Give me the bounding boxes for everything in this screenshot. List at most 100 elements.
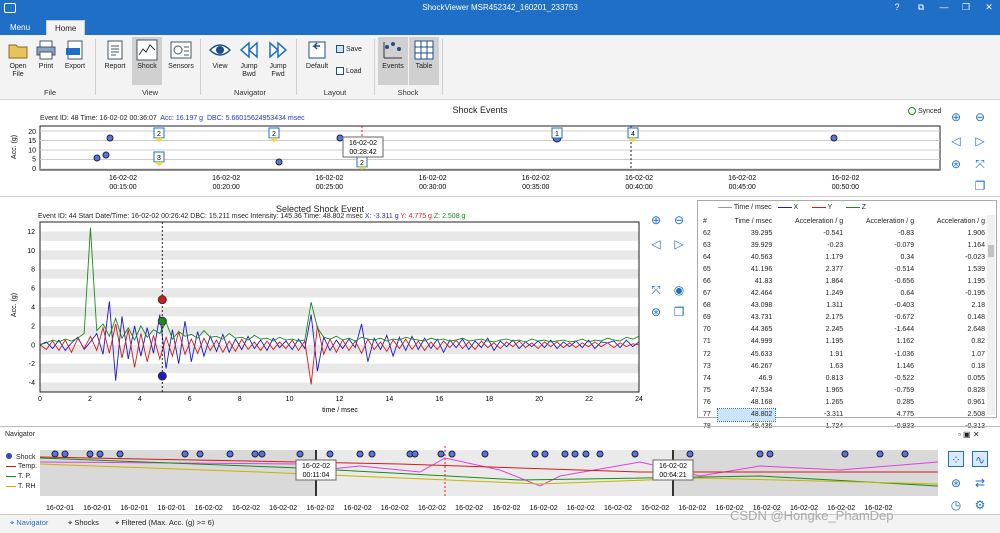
navigator-shock-point[interactable]	[196, 450, 204, 458]
cell-acc-y[interactable]: 0.34	[900, 253, 915, 261]
cell-acc-z[interactable]: 0.18	[971, 362, 985, 370]
cell-time[interactable]: 47.534	[750, 386, 773, 394]
cell-time[interactable]: 48.802	[716, 407, 777, 422]
navigator-shock-point[interactable]	[841, 450, 849, 458]
navigator-shock-point[interactable]	[368, 450, 376, 458]
tab-home[interactable]: Home	[46, 20, 86, 35]
zoom-in-icon[interactable]: ⊕	[950, 110, 962, 124]
cell-acc-y[interactable]: -0.656	[894, 278, 915, 286]
close-button[interactable]: ✕	[985, 2, 993, 12]
cell-acc-z[interactable]: 0.055	[967, 374, 985, 382]
table-row[interactable]: 62 39.295 -0.541 -0.83 1.906	[700, 227, 988, 239]
reset-view-icon[interactable]: ⊛	[950, 476, 962, 490]
cell-acc-y[interactable]: -0.759	[894, 386, 915, 394]
cell-acc-x[interactable]: -0.541	[823, 229, 844, 237]
navigator-shock-point[interactable]	[86, 450, 94, 458]
clock-icon[interactable]: ◷	[950, 498, 962, 512]
col-acc-z-header[interactable]: Acceleration / g	[936, 217, 985, 225]
navigator-shock-point[interactable]	[876, 450, 884, 458]
cell-acc-y[interactable]: -1.644	[894, 326, 915, 334]
jump-backward-button[interactable]: Jump Bwd	[234, 37, 264, 85]
navigator-shock-point[interactable]	[326, 450, 334, 458]
col-time-header[interactable]: Time / msec	[734, 217, 773, 225]
navigator-shock-point[interactable]	[631, 450, 639, 458]
cell-acc-z[interactable]: 1.164	[967, 241, 985, 249]
navigator-shock-point[interactable]	[531, 450, 539, 458]
reset-view-icon[interactable]: ⊛	[950, 157, 962, 171]
sync-view-icon[interactable]: ⇄	[974, 476, 986, 490]
event-marker[interactable]: 1	[551, 127, 563, 139]
cell-acc-y[interactable]: -1.036	[894, 350, 915, 358]
export-button[interactable]: Export	[60, 37, 90, 85]
navigator-shock-point[interactable]	[481, 450, 489, 458]
help-button[interactable]: ?	[894, 2, 900, 12]
navigator-shock-point[interactable]	[181, 450, 189, 458]
col-acc-x-header[interactable]: Acceleration / g	[794, 217, 844, 225]
event-point[interactable]	[106, 134, 114, 142]
cell-acc-x[interactable]: 1.965	[825, 386, 844, 394]
cell-index[interactable]: 67	[703, 290, 711, 298]
next-event-icon[interactable]: ▷	[975, 134, 985, 148]
table-row[interactable]: 69 43.731 2.175 -0.672 0.148	[700, 312, 988, 324]
maximize-button[interactable]: ❐	[961, 2, 971, 12]
cell-acc-y[interactable]: -0.514	[894, 265, 915, 273]
cell-acc-z[interactable]: 0.961	[967, 398, 985, 406]
table-row[interactable]: 74 46.9 0.813 -0.522 0.055	[700, 372, 988, 384]
cell-index[interactable]: 75	[703, 386, 711, 394]
cell-time[interactable]: 44.999	[750, 338, 773, 346]
tab-menu[interactable]: Menu	[10, 23, 31, 32]
navigator-shock-point[interactable]	[51, 450, 59, 458]
table-scrollbar[interactable]	[987, 215, 995, 415]
cell-index[interactable]: 74	[703, 374, 711, 382]
navigator-shock-point[interactable]	[448, 450, 456, 458]
cell-acc-x[interactable]: -0.23	[827, 241, 844, 249]
events-button[interactable]: Events	[378, 37, 408, 85]
next-event-icon[interactable]: ▷	[674, 237, 684, 251]
cell-acc-x[interactable]: 1.249	[825, 290, 844, 298]
navigator-shock-point[interactable]	[756, 450, 764, 458]
navigator-shock-point[interactable]	[61, 450, 69, 458]
scrollbar-thumb[interactable]	[988, 245, 994, 257]
table-row[interactable]: 64 40.563 1.179 0.34 -0.023	[700, 251, 988, 263]
table-row[interactable]: 70 44.365 2.245 -1.644 2.648	[700, 324, 988, 336]
cell-index[interactable]: 68	[703, 302, 711, 310]
navigator-shock-point[interactable]	[437, 450, 445, 458]
navigator-shock-point[interactable]	[686, 450, 694, 458]
cell-time[interactable]: 39.929	[750, 241, 773, 249]
table-row[interactable]: 68 43.098 1.311 -0.403 2.18	[700, 300, 988, 312]
table-row[interactable]: 65 41.196 2.377 -0.514 1.539	[700, 263, 988, 275]
navigator-shock-point[interactable]	[766, 450, 774, 458]
cell-time[interactable]: 42.464	[750, 290, 773, 298]
table-row[interactable]: 67 42.464 1.249 0.64 -0.195	[700, 288, 988, 300]
table-row[interactable]: 72 45.633 1.91 -1.036 1.07	[700, 348, 988, 360]
cell-time[interactable]: 41.196	[750, 265, 773, 273]
tab-navigator[interactable]: ⌖ Navigator	[10, 518, 49, 527]
cell-acc-y[interactable]: 1.162	[896, 338, 915, 346]
cell-acc-x[interactable]: 2.175	[825, 314, 844, 322]
settings-icon[interactable]: ⚙	[974, 498, 986, 512]
table-row[interactable]: 73 46.267 1.63 1.146 0.18	[700, 360, 988, 372]
navigator-shock-point[interactable]	[226, 450, 234, 458]
cell-time[interactable]: 48.168	[750, 398, 773, 406]
shock-view-button[interactable]: Shock	[132, 37, 162, 85]
eye-icon[interactable]: ◉	[673, 283, 685, 297]
navigator-shock-point[interactable]	[901, 450, 909, 458]
cell-index[interactable]: 73	[703, 362, 711, 370]
cell-acc-z[interactable]: 2.18	[971, 302, 985, 310]
cell-acc-y[interactable]: -0.403	[894, 302, 915, 310]
minimize-button[interactable]: —	[939, 2, 949, 12]
event-marker[interactable]: 2	[268, 127, 280, 142]
cell-acc-z[interactable]: 0.82	[971, 338, 985, 346]
navigator-shock-point[interactable]	[251, 450, 259, 458]
cell-index[interactable]: 66	[703, 278, 711, 286]
cell-time[interactable]: 46.9	[758, 374, 773, 382]
cell-acc-x[interactable]: 2.377	[825, 265, 844, 273]
event-point[interactable]	[102, 151, 110, 159]
copy-icon[interactable]: ❐	[673, 305, 685, 319]
navigator-shock-point[interactable]	[541, 450, 549, 458]
cell-index[interactable]: 77	[703, 411, 711, 419]
table-button[interactable]: Table	[409, 37, 439, 85]
event-point[interactable]	[93, 154, 101, 162]
load-layout-button[interactable]: Load	[336, 67, 362, 75]
cell-acc-y[interactable]: 4.775	[896, 411, 915, 419]
